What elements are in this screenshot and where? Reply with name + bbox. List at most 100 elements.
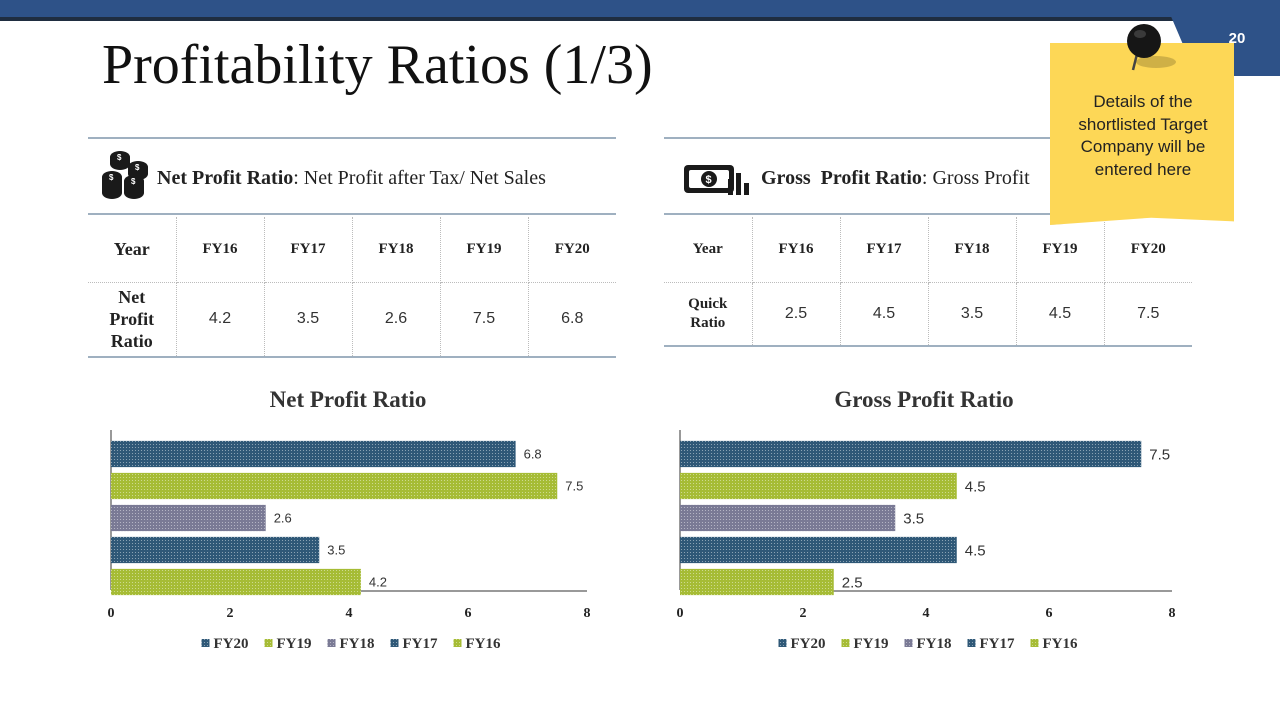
year-header: Year: [88, 217, 177, 283]
svg-text:$: $: [109, 173, 114, 182]
bar-fy17: [680, 536, 957, 564]
chart-title-gross-profit: Gross Profit Ratio: [834, 387, 1014, 412]
bar-fy17: [111, 536, 320, 564]
x-tick-label: 6: [465, 606, 472, 621]
header-shadow-line: [0, 17, 1180, 21]
svg-text:$: $: [117, 153, 122, 162]
x-tick-label: 8: [1169, 606, 1176, 621]
year-cell: FY17: [264, 217, 353, 283]
legend-swatch-fy20: [201, 639, 210, 647]
page-number: 20: [1228, 30, 1246, 47]
x-tick-label: 4: [346, 606, 353, 621]
bar-fy19: [680, 472, 957, 500]
net-profit-label: Net Profit Ratio: [157, 167, 294, 189]
year-cell: FY19: [440, 217, 529, 283]
year-cell: FY18: [928, 217, 1017, 283]
bar-fy16: [680, 568, 834, 596]
year-cell: FY20: [528, 217, 616, 283]
table-header-row: Year FY16 FY17 FY18 FY19 FY20: [88, 217, 616, 283]
gross-profit-formula-text: : Gross Profit: [921, 167, 1030, 189]
net-profit-formula: Net Profit Ratio: Net Profit after Tax/ …: [157, 167, 546, 190]
data-label: 4.2: [369, 575, 387, 590]
legend-label: FY18: [917, 636, 952, 652]
x-tick-label: 2: [800, 606, 807, 621]
data-label: 3.5: [903, 510, 924, 527]
gross-profit-table: Year FY16 FY17 FY18 FY19 FY20 Quick Rati…: [664, 217, 1192, 347]
value-cell: 4.5: [1016, 282, 1105, 346]
x-tick-label: 2: [227, 606, 234, 621]
legend-label: FY20: [791, 636, 826, 652]
legend-swatch-fy18: [904, 639, 913, 647]
table-header-row: Year FY16 FY17 FY18 FY19 FY20: [664, 217, 1192, 283]
svg-text:$: $: [135, 163, 140, 172]
sticky-note: [1050, 43, 1234, 225]
net-profit-bar-chart: 6.8 7.5 2.6 3.5 4.2 0 2 4 6 8 FY20 FY19 FY18 FY17 FY16: [108, 430, 591, 652]
x-tick-label: 0: [677, 606, 684, 621]
x-tick-label: 0: [108, 606, 115, 621]
net-profit-header: $ $ $ $ Net Profit Ratio: Net Profit after …: [88, 137, 616, 215]
x-tick-label: 4: [923, 606, 930, 621]
legend-swatch-fy16: [1030, 639, 1039, 647]
value-cell: 7.5: [1137, 304, 1160, 322]
data-label: 6.8: [524, 447, 542, 462]
value-cell: 6.8: [561, 310, 584, 328]
legend-label: FY17: [980, 636, 1015, 652]
chart-title-net-profit: Net Profit Ratio: [269, 387, 427, 412]
data-label: 4.5: [965, 478, 986, 495]
year-cell: FY18: [352, 217, 441, 283]
value-cell: 3.5: [264, 282, 353, 357]
value-cell: 4.2: [176, 282, 265, 357]
bar-fy20: [680, 440, 1142, 468]
bar-fy19: [111, 472, 558, 500]
value-cell: 4.5: [840, 282, 929, 346]
row-label: Net Profit Ratio: [88, 282, 177, 357]
bar-fy20: [111, 440, 516, 468]
row-label: Quick Ratio: [664, 282, 753, 346]
x-tick-label: 6: [1046, 606, 1053, 621]
slide-title: Profitability Ratios (1/3): [102, 34, 653, 96]
data-label: 4.5: [965, 542, 986, 559]
coin-stack-icon: $ $ $ $: [100, 147, 152, 206]
legend-swatch-fy19: [841, 639, 850, 647]
legend-swatch-fy19: [264, 639, 273, 647]
legend-label: FY19: [854, 636, 889, 652]
legend-label: FY17: [403, 636, 438, 652]
svg-text:$: $: [131, 177, 136, 186]
year-cell: FY16: [176, 217, 265, 283]
legend-swatch-fy20: [778, 639, 787, 647]
legend-swatch-fy18: [327, 639, 336, 647]
data-label: 7.5: [565, 479, 583, 494]
svg-text:$: $: [706, 174, 712, 186]
pushpin-icon: [1127, 24, 1176, 71]
legend-label: FY19: [277, 636, 312, 652]
year-cell: FY20: [1104, 217, 1192, 283]
net-profit-formula-text: : Net Profit after Tax/ Net Sales: [293, 167, 546, 189]
bar-fy18: [680, 504, 896, 532]
gross-profit-label: Gross Profit Ratio: [761, 167, 922, 189]
legend-swatch-fy17: [967, 639, 976, 647]
year-cell: FY19: [1016, 217, 1105, 283]
legend-label: FY18: [340, 636, 375, 652]
data-label: 2.5: [842, 574, 863, 591]
year-cell: FY16: [752, 217, 841, 283]
data-label: 3.5: [327, 543, 345, 558]
top-header-bar: [0, 0, 1280, 17]
value-cell: 3.5: [928, 282, 1017, 346]
value-cell: 2.6: [352, 282, 441, 357]
legend-label: FY16: [1043, 636, 1078, 652]
x-tick-label: 8: [584, 606, 591, 621]
table-row: Quick Ratio 2.5 4.5 3.5 4.5 7.5: [664, 282, 1192, 346]
year-header: Year: [664, 217, 753, 283]
net-profit-table: Year FY16 FY17 FY18 FY19 FY20 Net Profit…: [88, 217, 616, 358]
sticky-note-text: Details of the shortlisted Target Compan…: [1078, 92, 1208, 179]
value-cell: 7.5: [440, 282, 529, 357]
legend-swatch-fy16: [453, 639, 462, 647]
bar-fy16: [111, 568, 361, 596]
gross-profit-formula: Gross Profit Ratio: Gross Profit: [761, 167, 1030, 190]
data-label: 7.5: [1149, 446, 1170, 463]
data-label: 2.6: [274, 511, 292, 526]
money-chart-icon: $: [682, 161, 750, 202]
legend-label: FY20: [214, 636, 249, 652]
gross-profit-header: $ Gross Profit Ratio: Gross Profit: [664, 137, 1192, 215]
value-cell: 2.5: [752, 282, 841, 346]
